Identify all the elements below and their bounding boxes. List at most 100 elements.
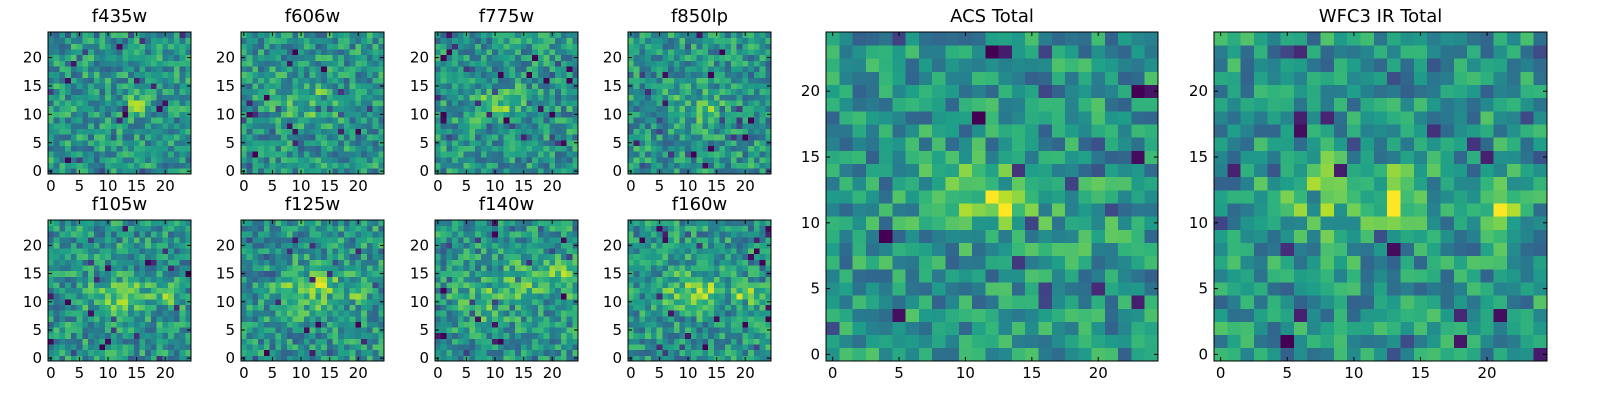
heatmap-cell [725,122,732,129]
heatmap-cell [292,248,299,255]
heatmap-cell [343,162,351,169]
heatmap-cell [361,298,368,305]
heatmap-cell [315,151,322,158]
heatmap-cell [355,259,362,266]
heatmap-cell [645,37,652,44]
heatmap-cell [173,77,180,84]
heatmap-cell [99,253,106,260]
heatmap-cell [566,71,573,78]
heatmap-cell [275,66,282,73]
heatmap-cell [156,94,163,101]
heatmap-cell [128,293,135,300]
heatmap-cell [292,88,299,95]
heatmap-cell [343,315,351,322]
heatmap-cell [355,162,362,169]
heatmap-cell [690,293,698,300]
heatmap-cell [82,37,89,44]
heatmap-cell [122,327,129,334]
heatmap-cell [673,162,680,169]
heatmap-cell [748,327,755,334]
heatmap-cell [321,236,328,243]
heatmap-cell [93,168,100,175]
heatmap-cell [133,77,140,84]
heatmap-cell [503,145,510,152]
heatmap-cell [99,242,106,249]
heatmap-cell [156,156,163,164]
heatmap-cell [241,156,248,164]
heatmap-cell [713,60,720,67]
heatmap-cell [168,94,175,101]
heatmap-cell [168,355,175,362]
heatmap-cell [246,259,253,266]
heatmap-cell [378,66,385,73]
heatmap-cell [366,32,373,39]
heatmap-cell [446,349,453,356]
heatmap-cell [185,248,192,255]
heatmap-cell [486,145,493,152]
heatmap-cell [679,134,686,141]
heatmap-cell [93,37,100,44]
heatmap-cell [560,287,567,294]
heatmap-cell [708,128,715,135]
heatmap-cell [93,338,100,345]
heatmap-cell [469,139,476,146]
heatmap-cell [696,105,703,112]
heatmap-cell [702,355,709,362]
heatmap-cell [122,287,129,294]
heatmap-cell [713,151,720,158]
heatmap-cell [560,349,567,356]
heatmap-cell [463,122,470,129]
heatmap-cell [656,304,663,311]
heatmap-cell [515,83,522,90]
heatmap-cell [566,338,573,345]
heatmap-cell [566,88,573,95]
heatmap-cell [668,139,675,146]
heatmap-cell [292,344,299,351]
heatmap-cell [497,49,505,56]
heatmap-cell [355,253,362,260]
heatmap-cell [173,236,180,243]
heatmap-cell [708,43,715,50]
heatmap-cell [298,242,305,249]
heatmap-cell [446,54,453,61]
heatmap-cell [275,49,282,56]
heatmap-cell [480,220,487,227]
heatmap-cell [650,304,657,311]
heatmap-cell [656,298,663,305]
heatmap-cell [179,139,186,146]
heatmap-cell [309,287,316,294]
heatmap-cell [65,111,72,118]
heatmap-cell [446,43,453,50]
heatmap-cell [53,168,60,175]
heatmap-cell [497,315,505,322]
heatmap-cell [372,282,379,289]
heatmap-cell [532,37,539,44]
heatmap-cell [566,66,573,73]
heatmap-cell [59,220,66,227]
heatmap-cell [520,265,527,272]
heatmap-cell [246,105,253,112]
heatmap-cell [435,265,442,272]
heatmap-cell [179,259,186,266]
heatmap-cell [532,60,539,67]
heatmap-cell [59,287,66,294]
heatmap-cell [173,117,180,124]
heatmap-cell [150,105,158,112]
heatmap-cell [168,43,175,50]
heatmap-cell [497,242,505,249]
heatmap-cell [526,327,533,334]
heatmap-cell [662,49,669,56]
heatmap-cell [93,43,100,50]
heatmap-cell [730,100,738,107]
heatmap-cell [662,321,669,328]
heatmap-cell [475,265,482,272]
heatmap-cell [452,225,459,232]
heatmap-cell [122,66,129,73]
heatmap-cell [185,134,192,141]
heatmap-cell [286,77,293,84]
heatmap-cell [537,310,545,317]
heatmap-cell [150,139,158,146]
heatmap-cell [753,145,760,152]
heatmap-cell [555,225,562,232]
heatmap-cell [543,151,550,158]
